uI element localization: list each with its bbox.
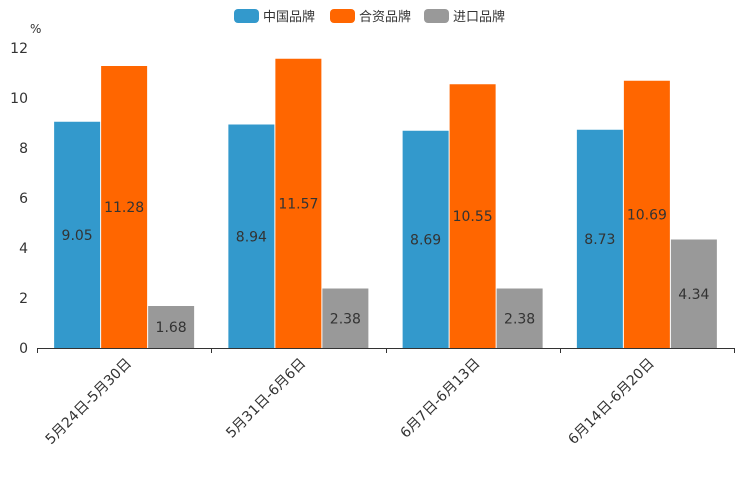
y-tick-label: 10 [10,91,28,107]
legend-swatch-1[interactable] [234,9,259,23]
bar-series2-cat1[interactable] [101,66,148,348]
legend-swatch-2[interactable] [330,9,355,23]
bar-series3-cat4[interactable] [670,239,717,349]
x-axis: 5月24日-5月30日 5月31日-6月6日 6月7日-6月13日 6月14日-6月2… [37,348,735,448]
bar-series1-cat3[interactable] [402,130,449,348]
bar-series1-cat4[interactable] [576,129,623,348]
data-label-series1-cat1: 9.05 [62,228,93,244]
data-label-series2-cat2: 11.57 [278,196,318,212]
y-axis-unit-label: % [30,22,41,36]
y-tick-label: 8 [19,141,28,157]
x-tick-label: 6月7日-6月13日 [397,356,483,442]
y-tick-label: 4 [19,241,28,257]
data-label-series3-cat4: 4.34 [678,287,709,303]
y-tick-label: 0 [19,341,28,357]
legend: 中国品牌 合资品牌 进口品牌 [234,9,505,25]
x-tick-label: 6月14日-6月20日 [565,356,657,448]
y-tick-label: 2 [19,291,28,307]
data-label-series1-cat2: 8.94 [236,229,267,245]
bar-series2-cat4[interactable] [623,80,670,348]
data-label-series3-cat3: 2.38 [504,311,535,327]
data-label-series2-cat1: 11.28 [104,200,144,216]
bar-series3-cat2[interactable] [322,288,369,349]
legend-swatch-3[interactable] [424,9,449,23]
legend-label-2[interactable]: 合资品牌 [359,9,411,25]
bar-series3-cat3[interactable] [496,288,543,349]
y-tick-label: 6 [19,191,28,207]
bar-series2-cat2[interactable] [275,58,322,348]
bar-series3-cat1[interactable] [148,306,195,348]
bar-series1-cat1[interactable] [54,121,101,348]
x-tick-label: 5月24日-5月30日 [43,356,135,448]
data-label-series1-cat3: 8.69 [410,232,441,248]
data-label-series3-cat1: 1.68 [156,320,187,336]
data-label-series2-cat3: 10.55 [453,209,493,225]
y-axis: 0 2 4 6 8 10 12 [10,41,28,357]
bars: 9.05 11.28 1.68 8.94 11.57 2.38 8.69 10.55 2.38 8… [54,58,717,349]
bar-series2-cat3[interactable] [449,84,496,348]
bar-series1-cat2[interactable] [228,124,275,349]
y-tick-label: 12 [10,41,28,57]
data-label-series3-cat2: 2.38 [330,311,361,327]
data-label-series2-cat4: 10.69 [627,207,667,223]
data-label-series1-cat4: 8.73 [584,232,615,248]
legend-label-1[interactable]: 中国品牌 [263,9,315,25]
x-tick-label: 5月31日-6月6日 [223,356,309,442]
legend-label-3[interactable]: 进口品牌 [453,9,505,25]
